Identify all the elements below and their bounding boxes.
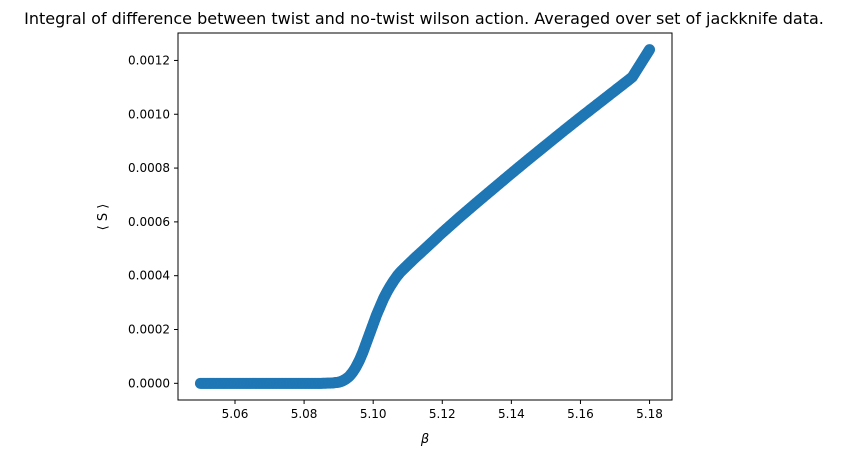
x-axis: 5.06 5.08 5.10 5.12 5.14 5.16 5.18 <box>222 400 663 421</box>
data-points <box>194 44 656 389</box>
y-tick-label: 0.0012 <box>128 53 170 67</box>
y-tick-label: 0.0010 <box>128 107 170 121</box>
y-tick-label: 0.0004 <box>128 269 170 283</box>
x-tick-label: 5.14 <box>498 407 525 421</box>
data-point <box>644 44 656 56</box>
y-tick-label: 0.0000 <box>128 376 170 390</box>
y-axis: 0.0000 0.0002 0.0004 0.0006 0.0008 0.0010 0.00… <box>128 53 178 390</box>
x-tick-label: 5.18 <box>636 407 663 421</box>
x-tick-label: 5.12 <box>429 407 456 421</box>
y-tick-label: 0.0008 <box>128 161 170 175</box>
y-tick-label: 0.0006 <box>128 215 170 229</box>
y-tick-label: 0.0002 <box>128 323 170 337</box>
x-axis-label: β <box>420 432 429 447</box>
x-tick-label: 5.16 <box>567 407 594 421</box>
plot-frame <box>177 32 673 401</box>
x-tick-label: 5.08 <box>291 407 318 421</box>
y-axis-label: ⟨ S ⟩ <box>96 204 111 231</box>
chart-title: Integral of difference between twist and… <box>24 9 824 28</box>
x-tick-label: 5.10 <box>360 407 387 421</box>
x-tick-label: 5.06 <box>222 407 249 421</box>
